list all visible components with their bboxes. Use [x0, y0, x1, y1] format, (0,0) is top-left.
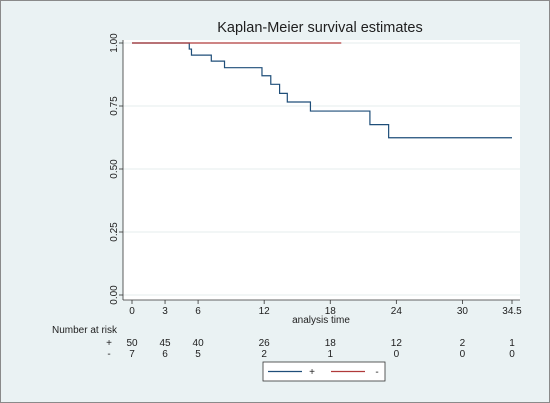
x-tick-label-6: 30: [457, 306, 469, 317]
risk-value-1-4: 1: [327, 349, 333, 360]
risk-table-header: Number at risk: [52, 325, 118, 336]
legend: + -: [262, 361, 386, 382]
risk-row-label-0: +: [106, 338, 112, 349]
y-tick-label-2: 0.50: [109, 159, 120, 179]
y-tick-label-0: 0.00: [109, 285, 120, 305]
risk-value-1-7: 0: [509, 349, 515, 360]
risk-row-label-1: -: [107, 349, 110, 360]
legend-box: [262, 361, 386, 382]
risk-value-1-5: 0: [394, 349, 400, 360]
risk-value-0-7: 1: [509, 338, 515, 349]
risk-value-0-3: 26: [259, 338, 271, 349]
risk-value-1-3: 2: [261, 349, 267, 360]
tick-labels: 0.00 0.25 0.50 0.75 1.00 0 3 6 12 18 24 30 34.5: [109, 33, 522, 317]
chart-title: Kaplan-Meier survival estimates: [217, 20, 423, 36]
x-axis-label: analysis time: [292, 315, 350, 326]
risk-value-1-6: 0: [460, 349, 466, 360]
y-tick-label-3: 0.75: [109, 96, 120, 116]
axes: [119, 40, 520, 304]
risk-value-1-1: 6: [162, 349, 168, 360]
risk-value-1-2: 5: [195, 349, 201, 360]
legend-label-0: +: [309, 367, 315, 378]
survival-curves: [132, 42, 512, 139]
risk-value-0-2: 40: [193, 338, 205, 349]
series-line-plus: [132, 42, 512, 139]
plot-area: [123, 40, 520, 300]
x-tick-label-4: 18: [325, 306, 337, 317]
risk-value-0-4: 18: [325, 338, 337, 349]
x-tick-label-5: 24: [391, 306, 403, 317]
risk-value-1-0: 7: [129, 349, 135, 360]
risk-value-0-0: 50: [126, 338, 138, 349]
risk-value-0-6: 2: [460, 338, 466, 349]
legend-label-1: -: [375, 367, 378, 378]
risk-value-0-1: 45: [159, 338, 171, 349]
x-tick-label-7: 34.5: [502, 306, 522, 317]
x-tick-label-3: 12: [259, 306, 271, 317]
y-tick-label-4: 1.00: [109, 33, 120, 53]
risk-table: Number at risk +50 45 40 26 18 12 2 1- 7 6 5 2 1 0 0 0: [52, 325, 515, 360]
y-tick-label-1: 0.25: [109, 222, 120, 242]
x-tick-label-0: 0: [129, 306, 135, 317]
x-tick-label-2: 6: [195, 306, 201, 317]
risk-value-0-5: 12: [391, 338, 403, 349]
x-tick-label-1: 3: [162, 306, 168, 317]
